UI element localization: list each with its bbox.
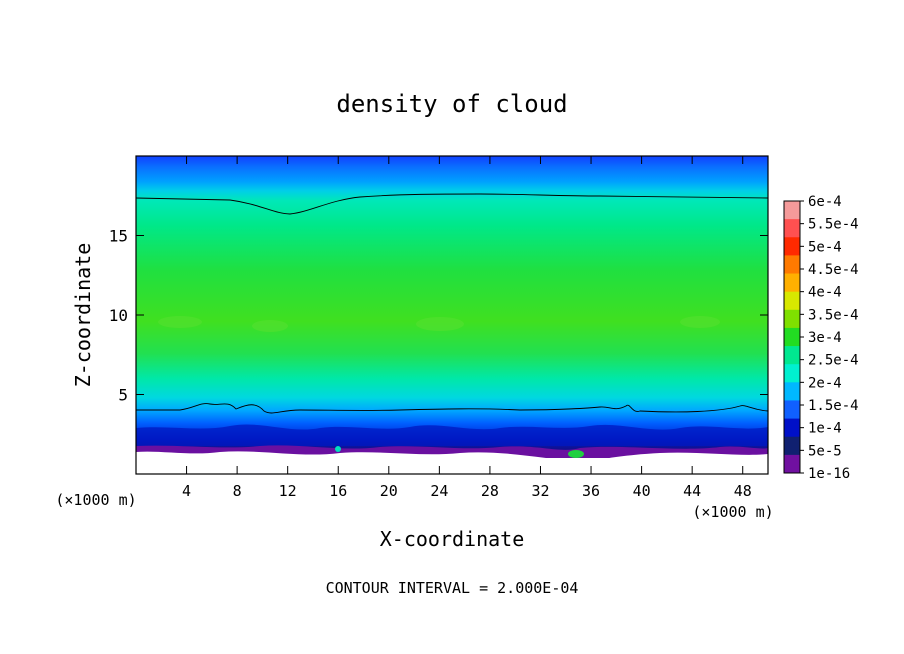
x-tick-label: 28 <box>481 482 499 500</box>
x-tick-label: 24 <box>430 482 448 500</box>
colorbar-swatch <box>784 400 800 420</box>
density-field <box>136 156 768 474</box>
colorbar-swatch <box>784 418 800 438</box>
colorbar-label: 2e-4 <box>808 375 842 391</box>
colorbar-swatch <box>784 382 800 401</box>
colorbar-swatch <box>784 291 800 311</box>
y-tick-label: 10 <box>109 306 128 325</box>
x-tick-label: 4 <box>182 482 191 500</box>
empty-region <box>136 451 768 474</box>
x-axis-label: X-coordinate <box>380 527 525 551</box>
colorbar-swatch <box>784 255 800 275</box>
colorbar-label: 3e-4 <box>808 330 842 346</box>
cloud-patch <box>680 316 720 328</box>
cloud-patch <box>252 320 288 332</box>
colorbar: 6e-4 5.5e-4 5e-4 4.5e-4 4e-4 3.5e-4 3e-4 2.5e-4… <box>783 194 859 482</box>
colorbar-swatch <box>784 454 800 474</box>
x-tick-label: 32 <box>531 482 549 500</box>
x-unit-right: (×1000 m) <box>692 503 773 521</box>
x-tick-label: 16 <box>329 482 347 500</box>
colorbar-swatch <box>784 327 800 347</box>
cloud-patch <box>335 446 341 452</box>
y-tick-label: 15 <box>109 227 128 246</box>
x-tick-label: 20 <box>380 482 398 500</box>
x-tick-label: 40 <box>633 482 651 500</box>
colorbar-swatch <box>784 219 800 238</box>
x-tick-label: 36 <box>582 482 600 500</box>
colorbar-swatch <box>784 201 800 220</box>
colorbar-swatch <box>784 273 800 293</box>
colorbar-swatch <box>784 436 800 456</box>
colorbar-swatch <box>784 309 800 329</box>
plot-area <box>136 156 768 474</box>
x-unit-left: (×1000 m) <box>55 491 136 509</box>
colorbar-swatch <box>784 346 800 365</box>
y-tick-label: 5 <box>118 386 128 405</box>
contour-line-lower <box>136 403 768 414</box>
colorbar-label: 5e-4 <box>808 239 842 255</box>
contour-line-upper <box>136 193 768 215</box>
colorbar-label: 6e-4 <box>808 194 842 210</box>
colorbar-swatch <box>784 237 800 256</box>
contour-interval-note: CONTOUR INTERVAL = 2.000E-04 <box>326 579 579 597</box>
colorbar-label: 5e-5 <box>808 443 842 459</box>
cloud-patch <box>416 317 464 331</box>
cloud-patch <box>158 316 202 328</box>
colorbar-label: 2.5e-4 <box>808 353 859 369</box>
colorbar-label: 1e-4 <box>808 421 842 437</box>
y-axis-label: Z-coordinate <box>71 243 95 388</box>
colorbar-swatch <box>784 364 800 383</box>
cloud-patch <box>568 450 584 458</box>
x-tick-label: 48 <box>734 482 752 500</box>
y-axis: 5 10 15 <box>109 227 768 405</box>
colorbar-label: 4e-4 <box>808 285 842 301</box>
chart-title: density of cloud <box>336 90 567 118</box>
colorbar-label: 5.5e-4 <box>808 217 859 233</box>
colorbar-label: 1e-16 <box>808 466 850 482</box>
colorbar-label: 4.5e-4 <box>808 262 859 278</box>
colorbar-label: 3.5e-4 <box>808 307 859 323</box>
low-density-band <box>136 424 768 446</box>
x-axis: 4 8 12 16 20 24 28 32 36 40 44 48 <box>182 156 752 500</box>
x-tick-label: 12 <box>279 482 297 500</box>
colorbar-label: 1.5e-4 <box>808 398 859 414</box>
x-tick-label: 44 <box>683 482 701 500</box>
x-tick-label: 8 <box>233 482 242 500</box>
